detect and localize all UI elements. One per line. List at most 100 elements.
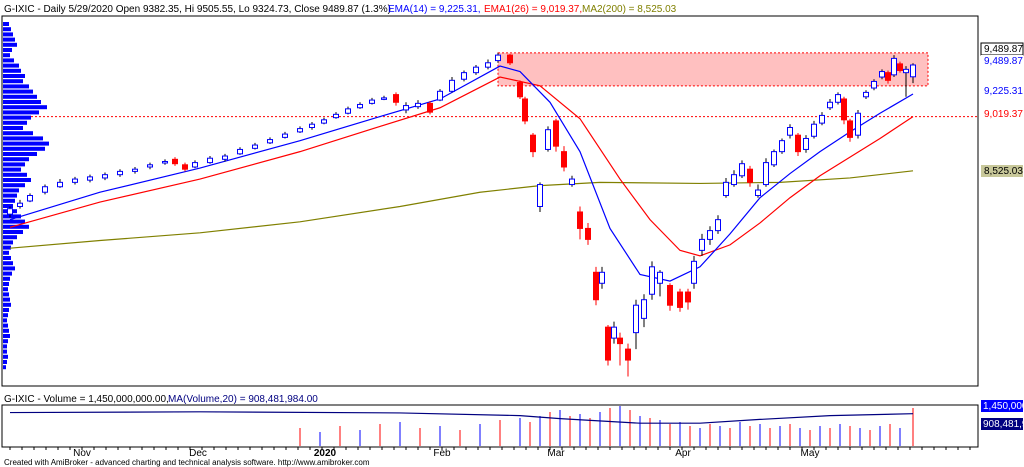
candle-body <box>811 123 817 137</box>
candle <box>517 80 523 99</box>
candle-body <box>879 71 885 78</box>
candle <box>27 193 33 203</box>
candle-body <box>699 238 705 251</box>
candle-body <box>795 134 801 153</box>
volume-profile-bar <box>3 37 15 42</box>
volume-profile-bar <box>3 313 8 318</box>
candle <box>657 270 663 297</box>
candle-body <box>617 337 623 345</box>
candle <box>691 255 697 289</box>
volume-profile-bar <box>3 105 47 110</box>
volume-profile-bar <box>3 115 31 120</box>
volume-profile-bar <box>3 365 6 370</box>
volume-profile-bar <box>3 110 39 115</box>
candle <box>132 166 138 174</box>
volume-profile-bar <box>3 245 11 250</box>
candle-body <box>345 108 351 114</box>
candle <box>577 206 583 240</box>
candle <box>222 153 228 162</box>
candle-body <box>7 208 13 215</box>
candle-body <box>415 102 421 108</box>
candle <box>617 332 623 366</box>
candle <box>593 266 599 306</box>
volume-profile-bar <box>3 89 33 94</box>
candle-body <box>633 304 639 334</box>
volume-ma-legend: MA(Volume,20) = 908,481,984.00 <box>168 394 318 405</box>
volume-profile-bar <box>3 131 33 136</box>
candle <box>117 169 123 177</box>
volume-profile-bar <box>3 63 19 68</box>
candle-body <box>147 164 153 168</box>
ema26-line <box>9 76 914 257</box>
candle <box>17 199 23 209</box>
candle-body <box>172 158 178 165</box>
price-header-line: G-IXIC - Daily 5/29/2020 Open 9382.35, H… <box>4 4 391 15</box>
candle <box>297 126 303 133</box>
volume-profile-bar <box>3 360 7 364</box>
candle-body <box>522 98 528 122</box>
volume-profile-bar <box>3 188 19 193</box>
x-axis-label: May <box>801 448 820 459</box>
candle-body <box>871 80 877 89</box>
candle-body <box>507 54 513 64</box>
candle <box>393 92 399 106</box>
candle-body <box>297 128 303 133</box>
volume-profile-bar <box>3 100 41 104</box>
candle-body <box>763 162 769 186</box>
candle-body <box>321 119 327 124</box>
candle-body <box>897 63 903 71</box>
volume-profile-bar <box>3 167 21 172</box>
candle-body <box>747 168 753 183</box>
candle <box>507 54 513 65</box>
candle <box>879 69 885 80</box>
candle <box>803 135 809 153</box>
candle <box>57 179 63 188</box>
candle-body <box>841 98 847 121</box>
tag-volume: 1,450,000 <box>981 400 1024 412</box>
candle-body <box>649 266 655 295</box>
tag-close-blue-text: 9,489.87 <box>984 56 1023 67</box>
candle <box>903 66 909 97</box>
volume-profile-bar <box>3 349 7 354</box>
candle-body <box>427 102 433 113</box>
candle <box>611 321 617 344</box>
tag-ema14: 9,225.31 <box>981 85 1023 97</box>
candle <box>172 157 178 166</box>
candle <box>685 288 691 310</box>
candle <box>835 92 841 105</box>
volume-profile-bar <box>3 235 17 240</box>
candle-body <box>393 94 399 103</box>
candle <box>495 52 501 63</box>
volume-profile-bar <box>3 261 13 266</box>
candle <box>553 118 559 152</box>
candle-body <box>449 79 455 92</box>
candle <box>522 96 528 125</box>
candle-body <box>381 97 387 100</box>
candle <box>427 101 433 115</box>
candle <box>585 222 591 245</box>
candle-body <box>461 72 467 80</box>
candle-body <box>117 170 123 176</box>
candle <box>309 122 315 130</box>
candle <box>910 63 916 84</box>
volume-profile-bar <box>3 282 9 286</box>
volume-profile-bar <box>3 178 31 182</box>
volume-pane-frame <box>1 404 979 448</box>
candle-body <box>17 202 23 207</box>
volume-profile-bar <box>3 287 8 292</box>
volume-profile-bar <box>3 302 11 307</box>
candle <box>461 70 467 82</box>
candle-body <box>585 227 591 240</box>
candle-body <box>863 91 869 98</box>
candle-body <box>691 260 697 284</box>
candle-body <box>267 139 273 144</box>
candle <box>827 98 833 110</box>
x-axis-label: Nov <box>73 448 91 459</box>
candle <box>891 55 897 78</box>
volume-profile-bar <box>3 297 10 302</box>
x-axis-label: Apr <box>675 448 691 459</box>
candle-body <box>641 299 647 319</box>
candle-body <box>827 101 833 109</box>
volume-profile-bar <box>3 172 27 177</box>
candle <box>473 64 479 75</box>
